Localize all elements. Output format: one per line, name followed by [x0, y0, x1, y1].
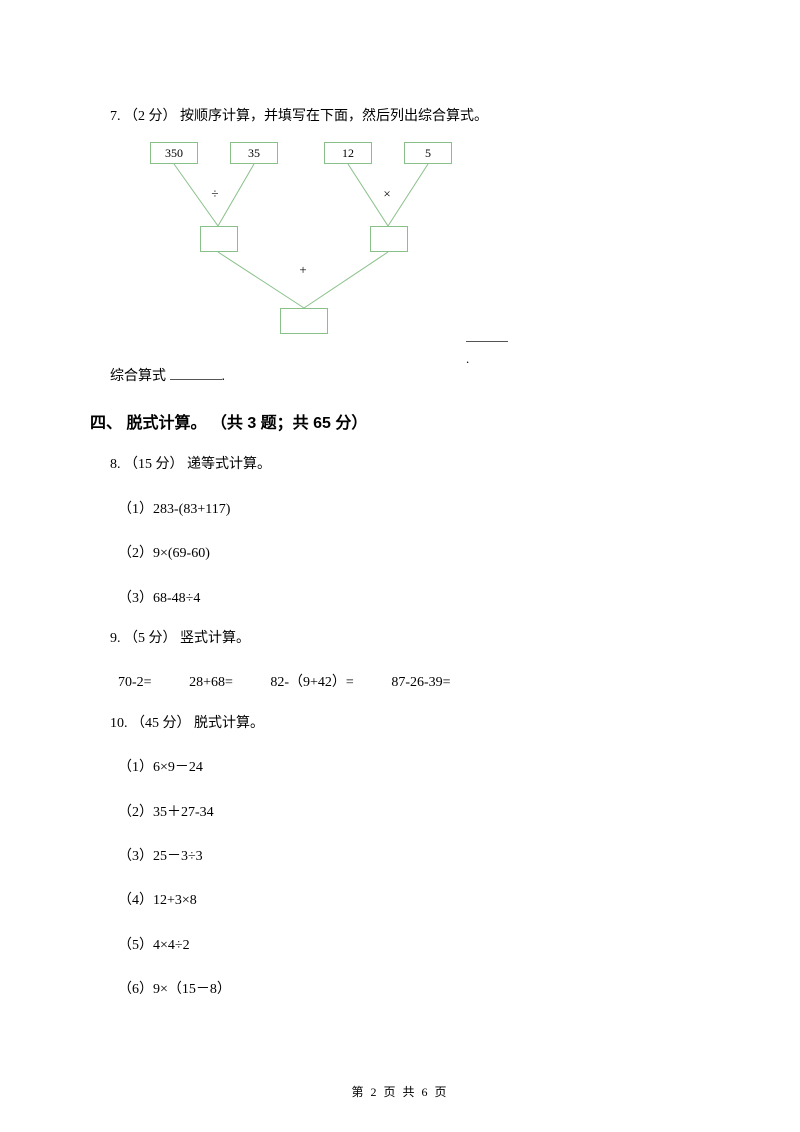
q10-item-3: （3）25－3÷3 — [118, 846, 690, 868]
q8-item-2: （2）9×(69-60) — [118, 543, 690, 565]
q10-item-4: （4）12+3×8 — [118, 890, 690, 912]
mid-box-left[interactable] — [200, 226, 238, 252]
q9-label: 9. （5 分） 竖式计算。 — [110, 628, 690, 650]
top-box-1: 350 — [150, 142, 198, 164]
mid-box-right[interactable] — [370, 226, 408, 252]
q7-label: 7. （2 分） 按顺序计算，并填写在下面，然后列出综合算式。 — [110, 106, 690, 128]
blank-line[interactable] — [466, 329, 508, 342]
q10-item-2: （2）35＋27-34 — [118, 802, 690, 824]
combined-blank[interactable] — [170, 367, 222, 380]
section-4-heading: 四、 脱式计算。 （共 3 题；共 65 分） — [90, 411, 690, 437]
q10-item-1: （1）6×9－24 — [118, 757, 690, 779]
q9-expr-3: 82-（9+42）= — [270, 675, 353, 690]
q10-item-6: （6）9×（15－8） — [118, 979, 690, 1001]
combined-dot: . — [222, 369, 226, 384]
page-footer: 第 2 页 共 6 页 — [0, 1083, 800, 1102]
q9-expressions: 70-2= 28+68= 82-（9+42）= 87-26-39= — [118, 672, 690, 694]
bottom-box[interactable] — [280, 308, 328, 334]
combined-label: 综合算式 — [110, 369, 166, 384]
op-bottom: + — [296, 260, 310, 281]
q7-diagram: 350 35 12 5 ÷ × + . — [126, 142, 506, 352]
page: 7. （2 分） 按顺序计算，并填写在下面，然后列出综合算式。 350 35 1… — [0, 0, 800, 1132]
q9-expr-2: 28+68= — [189, 675, 233, 690]
q8-item-3: （3）68-48÷4 — [118, 588, 690, 610]
combined-expression-line: 综合算式 . — [110, 366, 690, 388]
top-box-4: 5 — [404, 142, 452, 164]
op-right: × — [380, 184, 394, 205]
q8-label: 8. （15 分） 递等式计算。 — [110, 454, 690, 476]
q9-expr-1: 70-2= — [118, 675, 152, 690]
trailing-blank: . — [466, 328, 508, 370]
q9-expr-4: 87-26-39= — [391, 675, 450, 690]
q10-label: 10. （45 分） 脱式计算。 — [110, 713, 690, 735]
top-box-2: 35 — [230, 142, 278, 164]
q8-item-1: （1）283-(83+117) — [118, 499, 690, 521]
trailing-dot: . — [466, 351, 469, 366]
q10-item-5: （5）4×4÷2 — [118, 935, 690, 957]
op-left: ÷ — [208, 184, 222, 205]
top-box-3: 12 — [324, 142, 372, 164]
